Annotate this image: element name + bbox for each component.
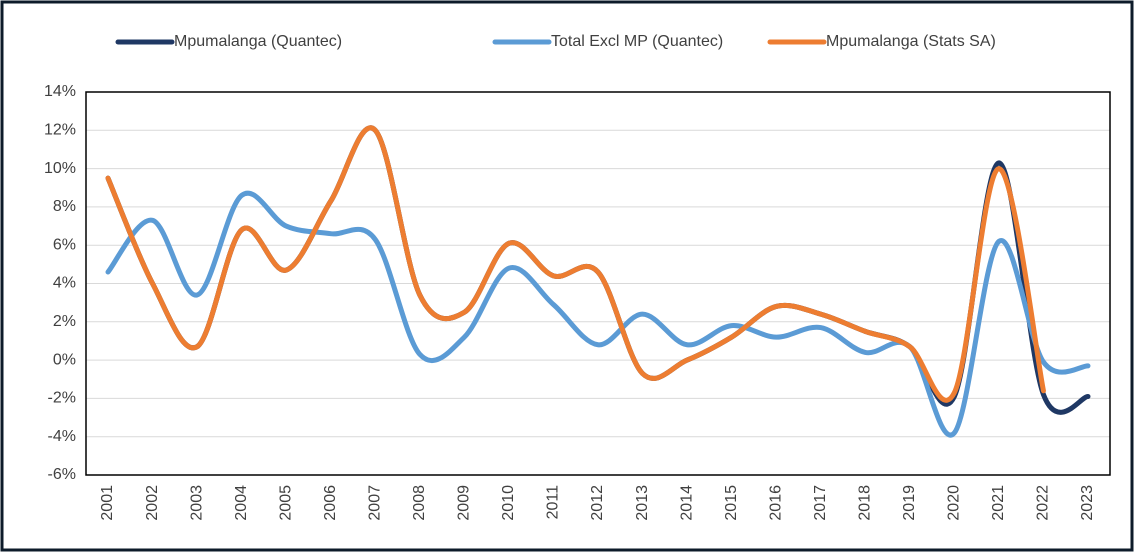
x-tick-label: 2011 bbox=[545, 485, 562, 520]
x-tick-label: 2005 bbox=[277, 485, 294, 521]
x-tick-label: 2009 bbox=[456, 485, 473, 521]
x-tick-label: 2004 bbox=[233, 485, 250, 521]
y-tick-label: -4% bbox=[48, 428, 76, 445]
x-tick-label: 2018 bbox=[856, 485, 873, 521]
x-tick-label: 2017 bbox=[812, 485, 829, 521]
x-tick-label: 2019 bbox=[901, 485, 918, 521]
y-tick-label: 10% bbox=[44, 160, 76, 177]
x-tick-label: 2021 bbox=[990, 485, 1007, 521]
y-tick-label: 8% bbox=[53, 198, 76, 215]
x-tick-label: 2007 bbox=[366, 485, 383, 521]
y-tick-label: 12% bbox=[44, 122, 76, 139]
y-tick-label: -6% bbox=[48, 466, 76, 483]
legend-label: Total Excl MP (Quantec) bbox=[551, 33, 723, 50]
plot-border bbox=[85, 91, 1111, 476]
series-line bbox=[105, 190, 1091, 438]
x-tick-label: 2016 bbox=[767, 485, 784, 521]
x-tick-label: 2013 bbox=[634, 485, 651, 521]
x-tick-label: 2010 bbox=[500, 485, 517, 521]
x-tick-label: 2003 bbox=[188, 485, 205, 521]
x-tick-label: 2002 bbox=[144, 485, 161, 521]
x-tick-label: 2001 bbox=[99, 485, 116, 521]
legend-label: Mpumalanga (Quantec) bbox=[174, 33, 342, 50]
y-tick-label: 0% bbox=[53, 351, 76, 368]
x-tick-label: 2023 bbox=[1079, 485, 1096, 521]
series-line bbox=[105, 125, 1046, 403]
y-tick-label: 14% bbox=[44, 83, 76, 100]
x-tick-label: 2020 bbox=[946, 485, 963, 521]
x-tick-label: 2008 bbox=[411, 485, 428, 521]
x-tick-label: 2014 bbox=[678, 485, 695, 521]
x-tick-label: 2006 bbox=[322, 485, 339, 521]
y-tick-label: 6% bbox=[53, 236, 76, 253]
x-tick-label: 2022 bbox=[1035, 485, 1052, 521]
legend-label: Mpumalanga (Stats SA) bbox=[826, 33, 996, 50]
y-tick-label: 2% bbox=[53, 313, 76, 330]
y-tick-label: 4% bbox=[53, 275, 76, 292]
x-tick-label: 2015 bbox=[723, 485, 740, 521]
x-tick-label: 2012 bbox=[589, 485, 606, 521]
y-tick-label: -2% bbox=[48, 390, 76, 407]
